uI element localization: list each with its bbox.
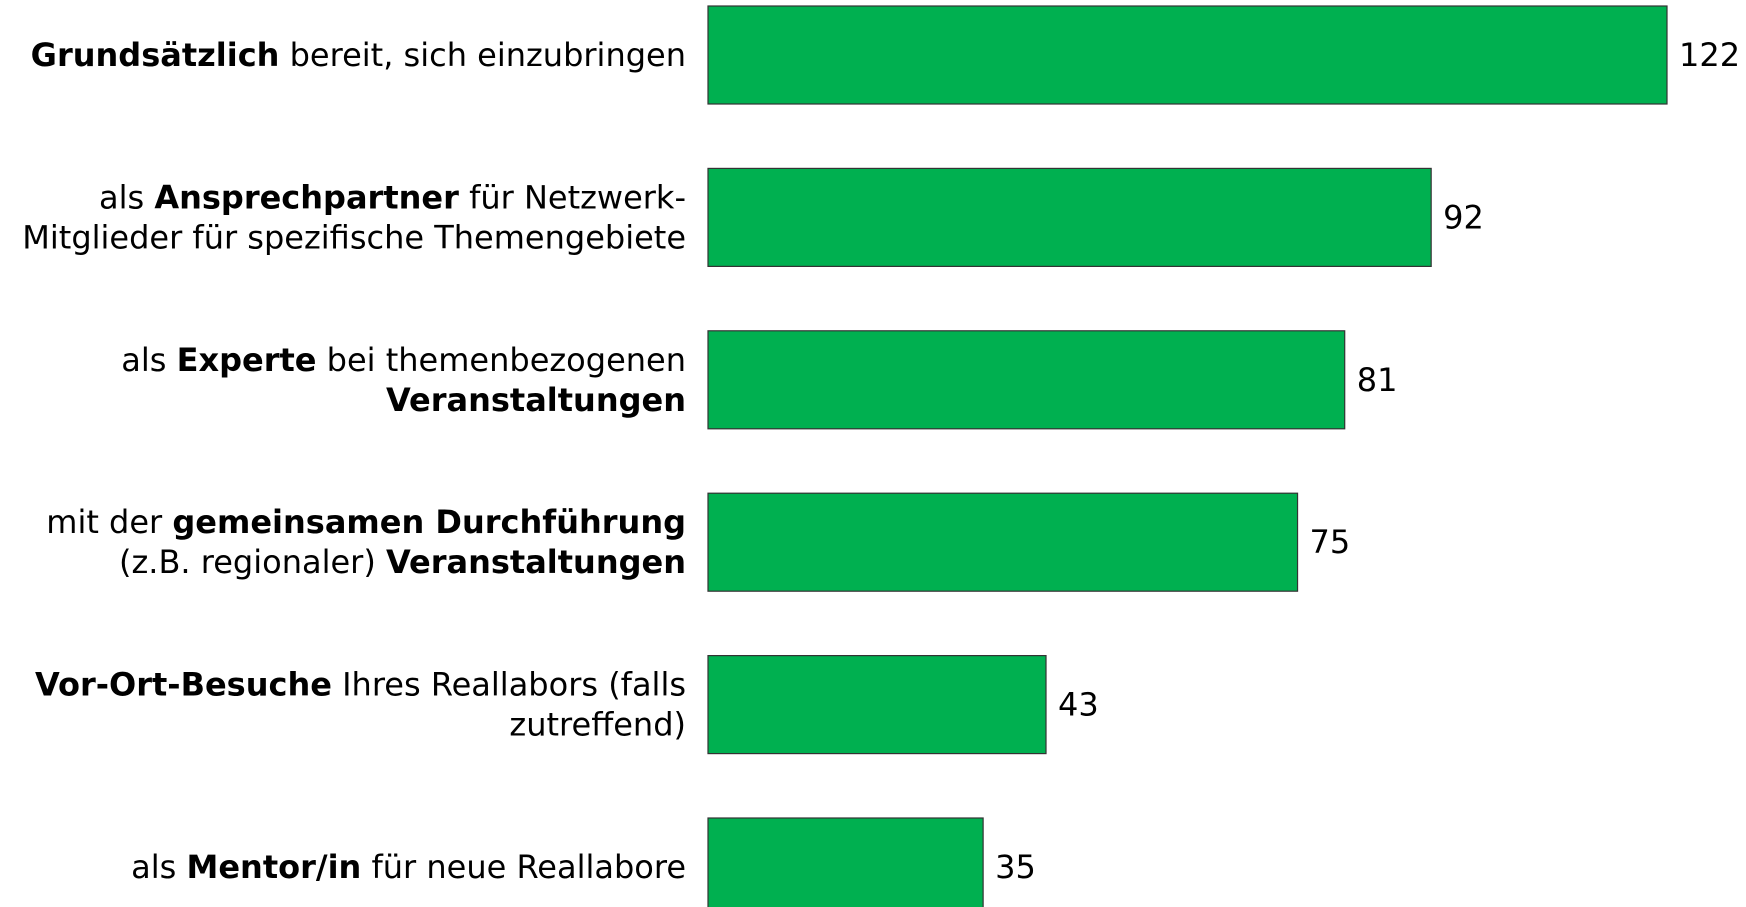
category-label-run: Ihres Reallabors (falls [332,666,686,704]
category-label-run: für Netzwerk- [459,178,686,216]
bar [707,5,1668,105]
category-label-run: Ansprechpartner [154,178,459,216]
category-label-run: für neue Reallabore [361,848,686,886]
category-label-run: Experte [177,341,317,379]
value-label: 92 [1443,198,1484,236]
bar [707,817,984,907]
value-label: 43 [1058,686,1099,724]
category-label: als Ansprechpartner für Netzwerk- [99,178,686,216]
category-label-run: Veranstaltungen [386,381,686,419]
category-label: Mitglieder für spezifische Themengebiete [22,218,686,256]
category-label-run: zutreffend) [509,706,686,744]
category-label: mit der gemeinsamen Durchführung [46,503,686,541]
category-label: Grundsätzlich bereit, sich einzubringen [31,36,686,74]
bar [707,167,1432,267]
category-label-run: Mitglieder für spezifische Themengebiete [22,218,686,256]
category-label-run: (z.B. regionaler) [119,543,386,581]
category-label-run: bereit, sich einzubringen [279,36,686,74]
category-label: als Experte bei themenbezogenen [121,341,686,379]
category-label-run: gemeinsamen Durchführung [172,503,686,541]
category-label: als Mentor/in für neue Reallabore [131,848,686,886]
value-label: 122 [1679,36,1740,74]
category-label: Veranstaltungen [386,381,686,419]
category-label-run: als [131,848,186,886]
bar [707,654,1047,755]
bar [707,330,1346,430]
category-label-run: Mentor/in [187,848,362,886]
value-label: 75 [1310,523,1351,561]
category-label-run: Veranstaltungen [386,543,686,581]
category-label: zutreffend) [509,706,686,744]
category-label: (z.B. regionaler) Veranstaltungen [119,543,686,581]
category-label-run: bei themenbezogenen [316,341,686,379]
category-label-run: Vor-Ort-Besuche [35,666,332,704]
category-label-run: als [121,341,176,379]
category-label-run: als [99,178,154,216]
bar [707,492,1299,592]
value-label: 81 [1357,361,1398,399]
category-label: Vor-Ort-Besuche Ihres Reallabors (falls [35,666,686,704]
category-label-run: mit der [46,503,172,541]
category-label-run: Grundsätzlich [31,36,280,74]
value-label: 35 [995,848,1036,886]
